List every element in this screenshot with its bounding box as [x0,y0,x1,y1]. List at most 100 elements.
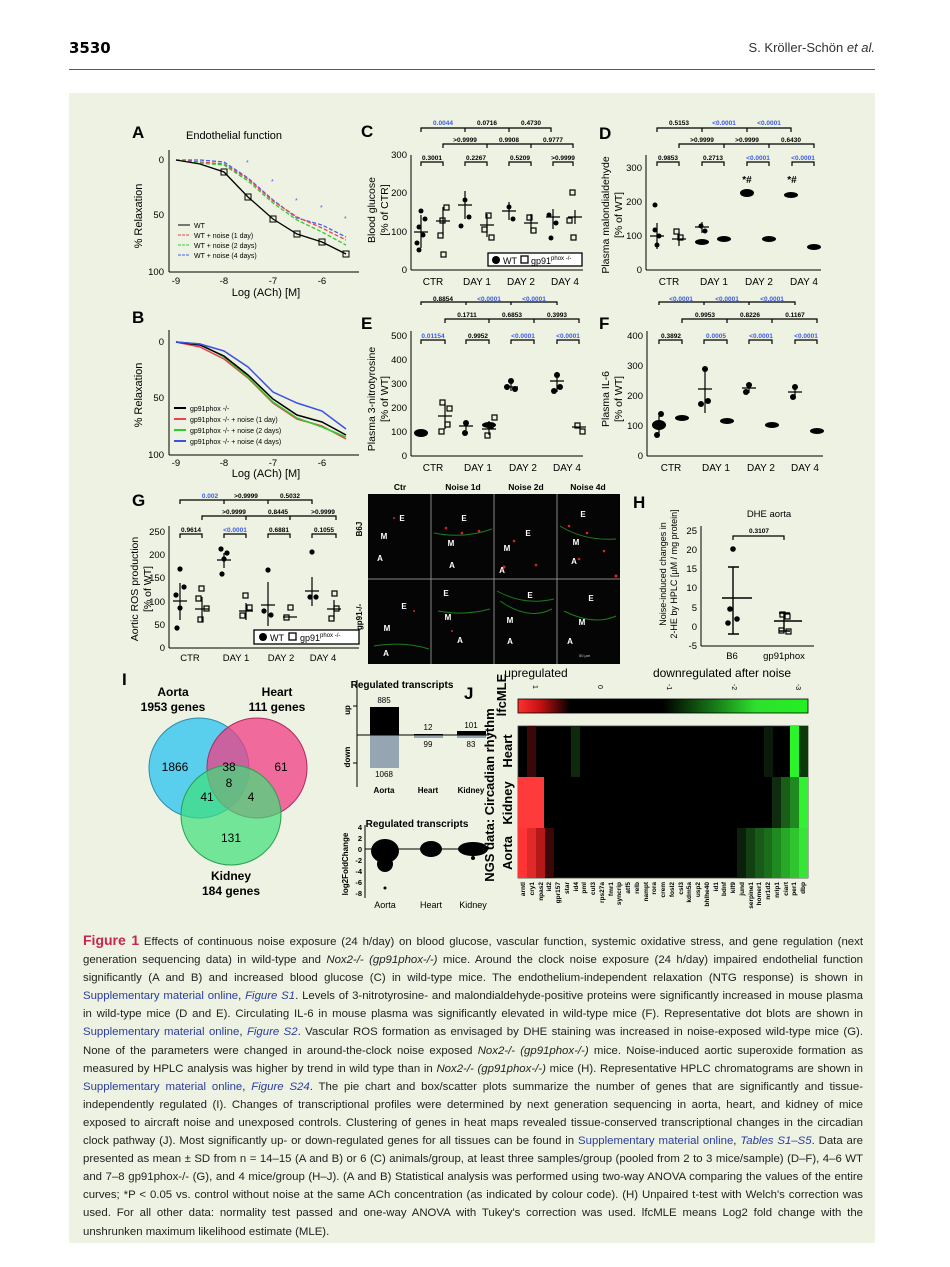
y-tick: 0 [637,265,642,276]
y-axis-label: 2-HE by HPLC [µM / mg protein] [669,509,679,638]
row-label: B6J [355,522,364,537]
y-tick: 0 [358,845,362,854]
p-value: 0.6853 [502,312,522,319]
panel-letter: J [464,684,473,703]
panel-i: I Aorta 1953 genes Heart 111 genes Kidne… [122,670,489,910]
x-tick: -8 [220,458,228,469]
x-axis-label: Log (ACh) [M] [232,287,300,299]
x-tick: -8 [220,276,228,287]
p-value: 0.1711 [457,312,477,319]
svg-text:*: * [320,205,323,212]
venn-diagram: Aorta 1953 genes Heart 111 genes Kidney … [141,685,308,898]
y-axis-label: [% of CTR] [379,184,391,235]
y-axis-label: Aortic ROS production [129,537,141,642]
supplementary-link[interactable]: Supplementary material online [83,1080,243,1093]
venn-label: Kidney [211,869,251,883]
y-tick: 25 [686,526,697,537]
svg-text:*: * [344,216,347,223]
y-tick: 0 [160,643,165,654]
layer-label: M [573,538,580,547]
venn-value: 8 [226,776,233,790]
supplementary-link[interactable]: Supplementary material online [83,990,239,1003]
supplementary-link[interactable]: Supplementary material online [578,1135,734,1148]
gene-label: crem [660,882,667,898]
figure-s2-link[interactable]: Figure S2 [246,1026,298,1039]
y-axis-label: % Relaxation [133,184,145,249]
legend-item: gp91phox -/- + noise (4 days) [190,439,281,446]
tables-link[interactable]: Tables S1–S5 [740,1135,812,1148]
bar-value: 1068 [375,770,393,779]
y-tick: 300 [391,150,407,161]
scale-tick: 0 [596,685,603,689]
p-value: 0.3892 [661,333,681,340]
y-tick: 2 [358,834,362,843]
y-tick: -8 [355,889,362,898]
p-value: 0.002 [202,493,219,500]
panel-f: F Plasma IL-6 [% of WT] 0 100 200 300 400 CT… [599,296,824,474]
x-tick: DAY 4 [791,463,819,474]
figure-label: Figure 1 [83,932,140,948]
gene-label: arntl [520,882,527,896]
column-label: Noise 4d [570,482,605,492]
panel-g: G Aortic ROS production [% of WT] 0 50 100… [129,491,360,664]
venn-count: 1953 genes [141,700,206,714]
venn-value: 41 [200,790,214,804]
x-axis-label: Log (ACh) [M] [232,468,300,480]
y-axis-label: % Relaxation [133,363,145,428]
gene-label: syncrip [616,882,623,905]
chart-title: Endothelial function [186,130,282,142]
panel-b: B % Relaxation 0 50 100 -9 -8 -7 -6 Log … [132,308,359,480]
significance-mark: *# [742,175,752,186]
axis-label: down [343,746,352,767]
caption-text: . The pie chart and box/scatter plots su… [83,1080,863,1148]
p-value: 0.0044 [433,120,453,127]
gene-label: ciart [783,881,790,896]
p-value: 0.8226 [740,312,760,319]
y-tick: 300 [391,379,407,390]
y-tick: 5 [692,603,697,614]
venn-value: 38 [222,760,236,774]
chart-title: DHE aorta [747,509,792,520]
y-tick: 100 [149,597,165,608]
p-value: >0.9999 [551,155,575,162]
figure-s24-link[interactable]: Figure S24 [251,1080,310,1093]
x-tick: DAY 2 [509,463,537,474]
bar-value: 12 [424,723,433,732]
figure-1: A Endothelial function % Relaxation 0 5 0… [122,120,824,910]
x-tick: CTR [423,463,444,474]
scale-tick: -1 [665,684,672,690]
column-label: Noise 1d [445,482,480,492]
axis-label: up [343,705,352,715]
caption-text: . Levels of 3-nitrotyrosine- and malondi… [83,990,863,1021]
x-tick: Kidney [458,786,485,795]
p-value: 0.9908 [499,137,519,144]
p-value: 0.3993 [547,312,567,319]
x-tick: DAY 2 [745,277,773,288]
gene-label: nr1d2 [765,882,772,900]
x-tick: -7 [269,458,277,469]
x-tick: DAY 1 [464,463,492,474]
y-tick: 0 [159,337,164,348]
column-label: Ctr [394,482,407,492]
layer-label: E [527,591,533,600]
x-tick: DAY 1 [223,653,250,664]
gene-label: usp2 [695,882,702,898]
y-tick: 400 [391,355,407,366]
dhe-microscopy: Ctr Noise 1d Noise 2d Noise 4d B6J gp91-… [355,482,620,664]
column-label: Noise 2d [508,482,543,492]
legend-item: WT + noise (2 days) [194,243,257,250]
p-value: <0.0001 [712,120,736,127]
venn-value: 61 [274,760,288,774]
x-tick: DAY 1 [700,277,728,288]
layer-label: A [507,637,513,646]
supplementary-link[interactable]: Supplementary material online [83,1026,240,1039]
figure-s1-link[interactable]: Figure S1 [245,990,296,1003]
venn-count: 184 genes [202,884,260,898]
gene-label: nrip1 [774,882,781,898]
chart-title: Regulated transcripts [366,819,469,830]
p-value: 0.9614 [181,527,201,534]
gene-label: rps27a [599,882,606,903]
panel-e: E Plasma 3-nitrotyrosine [% of WT] 0 100 2… [361,296,586,474]
p-value: 0.9777 [543,137,563,144]
p-value: <0.0001 [715,296,739,303]
